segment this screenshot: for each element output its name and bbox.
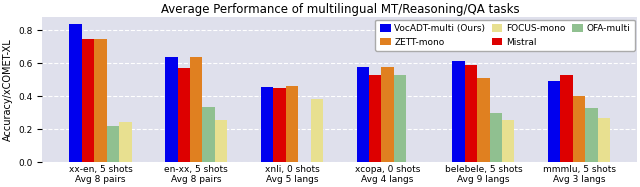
- Bar: [82, 39, 94, 162]
- Bar: [548, 81, 561, 162]
- Bar: [261, 87, 273, 162]
- Bar: [369, 76, 381, 162]
- Bar: [165, 56, 178, 162]
- Bar: [178, 68, 190, 162]
- Bar: [465, 65, 477, 162]
- Bar: [477, 78, 490, 162]
- Bar: [394, 75, 406, 162]
- Bar: [490, 113, 502, 162]
- Bar: [561, 75, 573, 162]
- Bar: [202, 107, 215, 162]
- Bar: [598, 117, 610, 162]
- Bar: [273, 88, 285, 162]
- Bar: [310, 99, 323, 162]
- Bar: [452, 61, 465, 162]
- Bar: [586, 108, 598, 162]
- Y-axis label: Accuracy/xCOMET-XL: Accuracy/xCOMET-XL: [3, 38, 13, 141]
- Legend: VocADT-multi (Ours), ZETT-mono, FOCUS-mono, Mistral, OFA-multi: VocADT-multi (Ours), ZETT-mono, FOCUS-mo…: [376, 20, 634, 51]
- Bar: [381, 67, 394, 162]
- Bar: [70, 24, 82, 162]
- Bar: [573, 96, 586, 162]
- Bar: [285, 86, 298, 162]
- Bar: [502, 120, 515, 162]
- Bar: [94, 39, 107, 162]
- Bar: [119, 122, 132, 162]
- Title: Average Performance of multilingual MT/Reasoning/QA tasks: Average Performance of multilingual MT/R…: [161, 3, 519, 16]
- Bar: [356, 67, 369, 162]
- Bar: [107, 126, 119, 162]
- Bar: [215, 120, 227, 162]
- Bar: [190, 57, 202, 162]
